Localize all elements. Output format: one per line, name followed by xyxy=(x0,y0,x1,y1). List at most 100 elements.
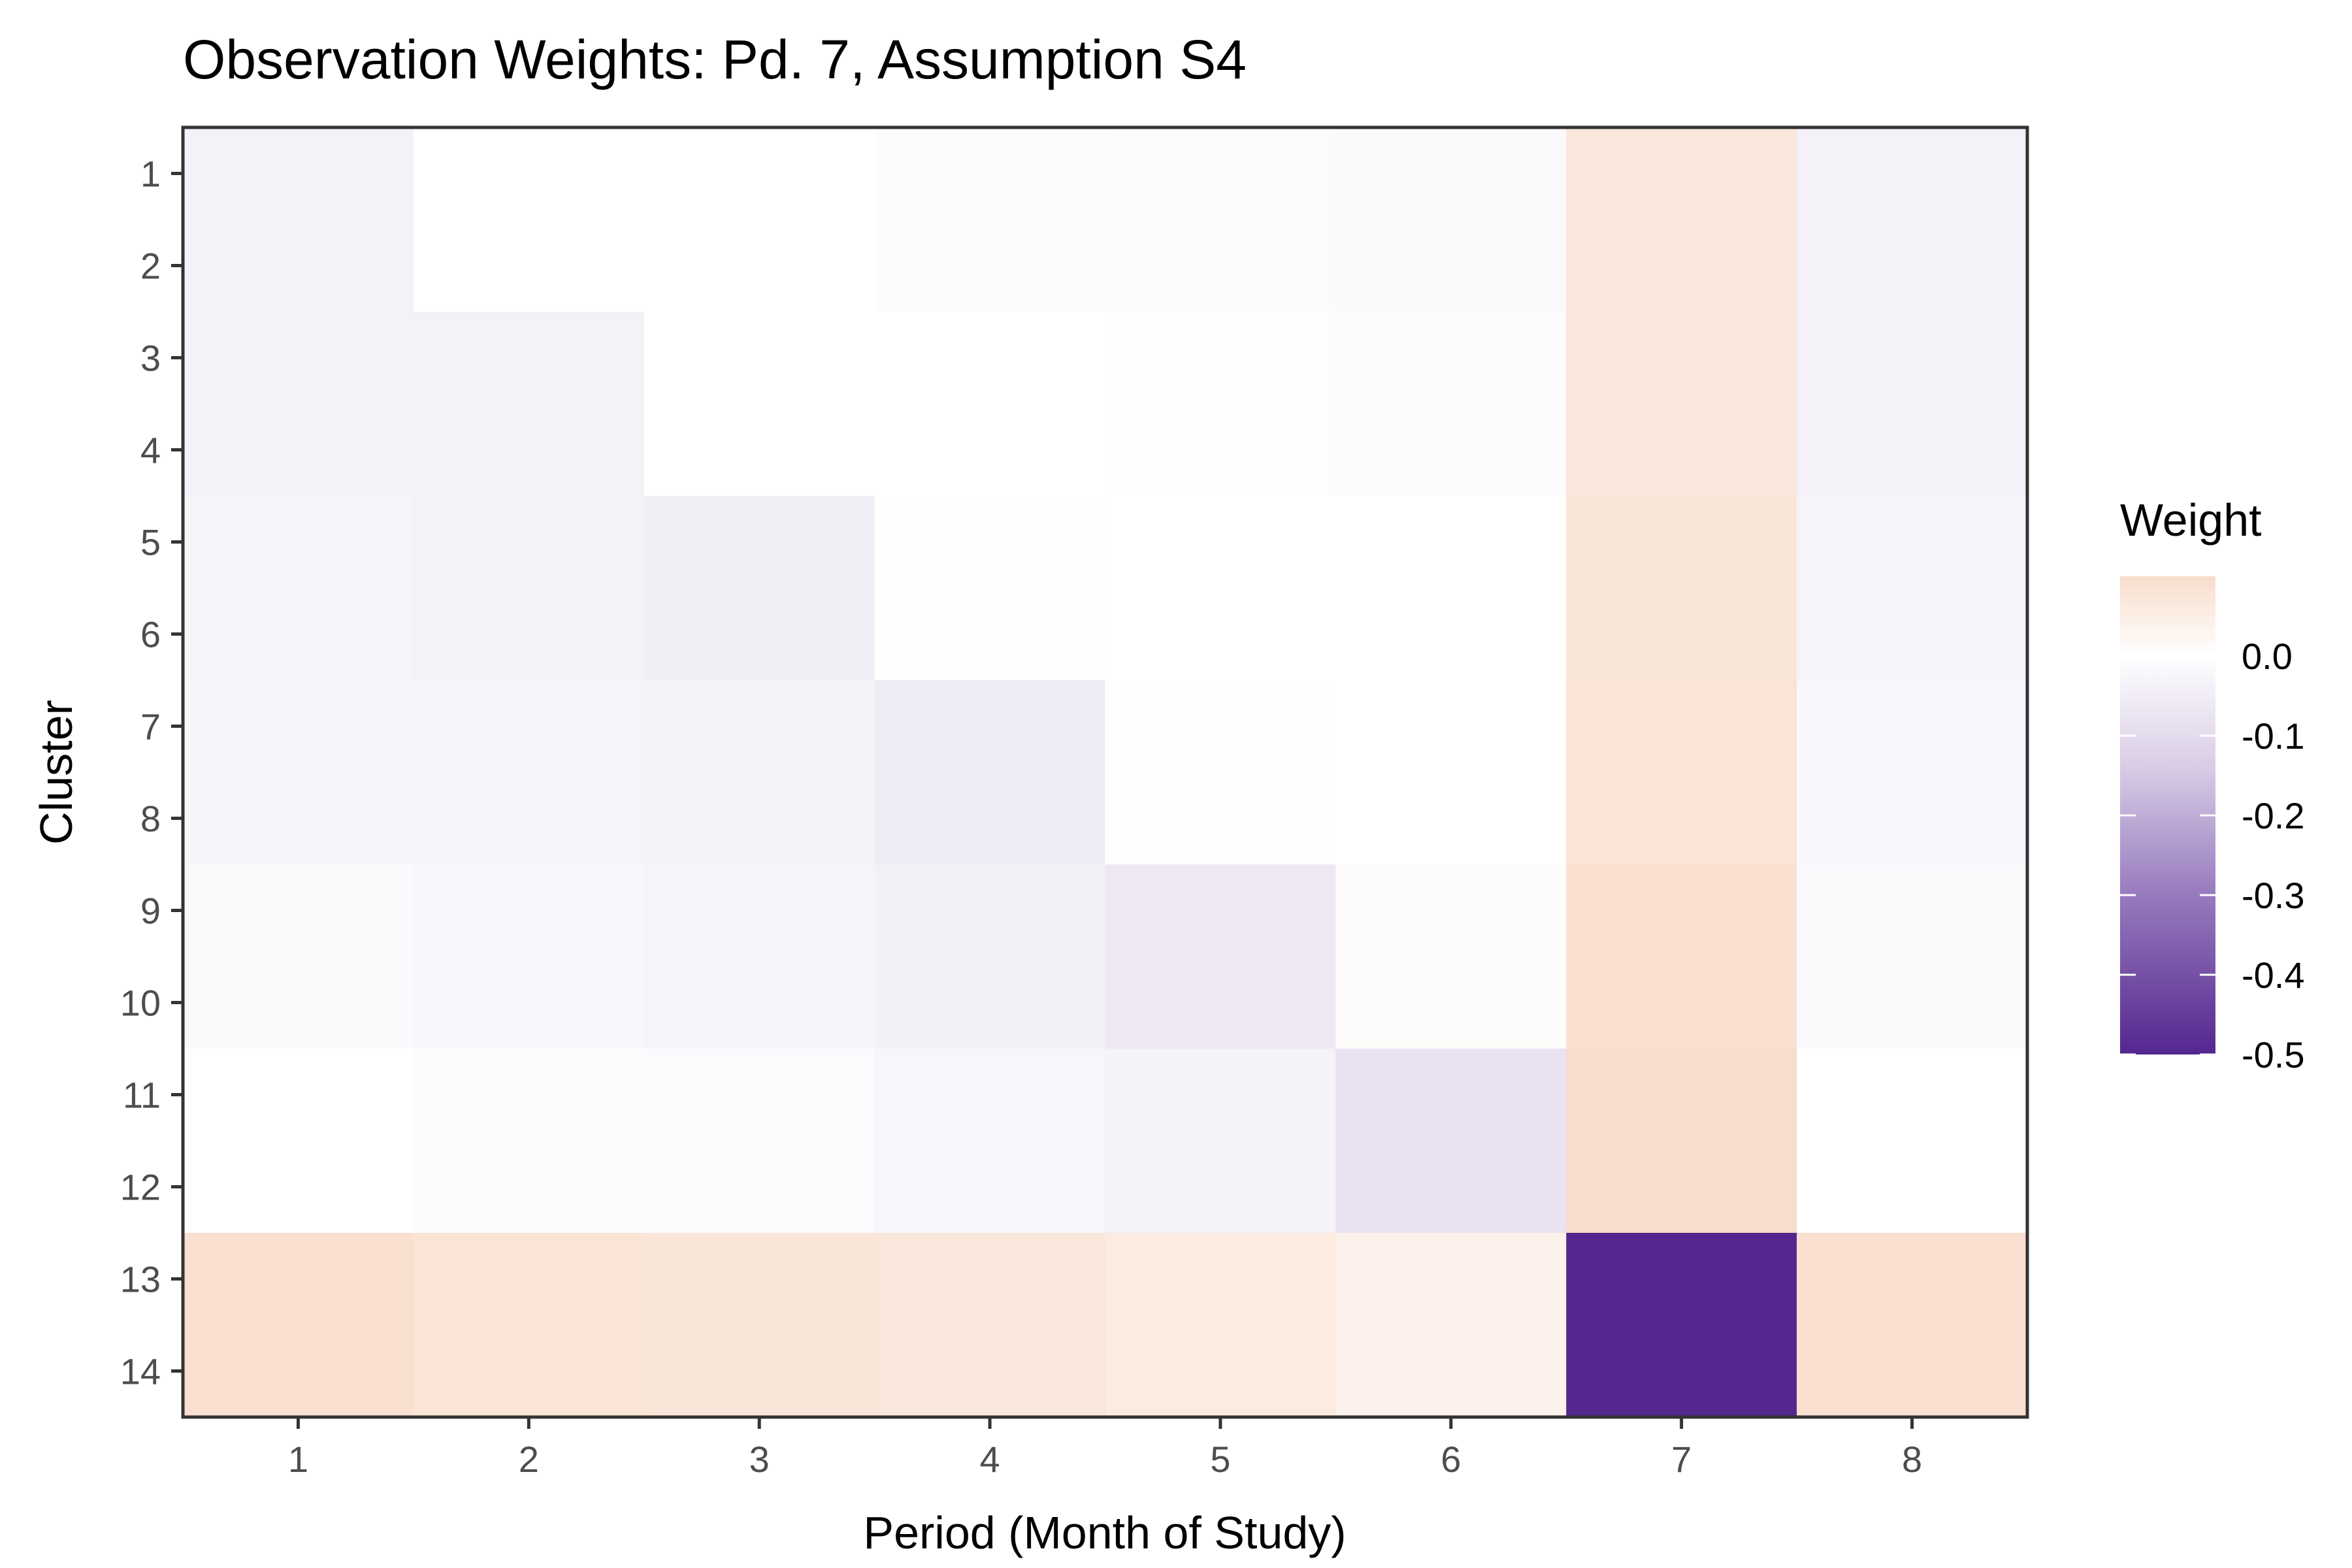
heatmap-cell xyxy=(1335,1049,1567,1141)
heatmap-cell xyxy=(1335,220,1567,312)
y-tick-label: 9 xyxy=(140,890,161,932)
x-axis: 1 2 3 4 5 6 7 8 xyxy=(288,1417,1922,1480)
heatmap-cell xyxy=(1335,1325,1567,1418)
heatmap-cell xyxy=(1797,588,2028,681)
legend-tick-label: -0.2 xyxy=(2242,795,2305,836)
y-tick-label: 8 xyxy=(140,798,161,840)
heatmap-cell xyxy=(1335,864,1567,957)
heatmap-cell xyxy=(644,496,875,589)
heatmap-cell xyxy=(413,1049,645,1141)
legend-tick-label: -0.4 xyxy=(2242,955,2305,996)
heatmap-cell xyxy=(1335,127,1567,220)
heatmap-cell xyxy=(183,404,414,497)
heatmap-cell xyxy=(413,312,645,404)
x-tick-label: 6 xyxy=(1441,1439,1461,1480)
x-tick-label: 8 xyxy=(1902,1439,1922,1480)
heatmap-cell xyxy=(644,956,875,1049)
heatmap-cell xyxy=(1105,1049,1337,1141)
heatmap-cell xyxy=(644,220,875,312)
heatmap-cell xyxy=(413,220,645,312)
plot-panel-border xyxy=(181,125,2029,1419)
heatmap-cell xyxy=(413,588,645,681)
heatmap-cell xyxy=(413,956,645,1049)
heatmap-cell xyxy=(1566,588,1797,681)
x-tick-label: 1 xyxy=(288,1439,308,1480)
heatmap-cell xyxy=(1566,1325,1797,1418)
heatmap-cell xyxy=(413,404,645,497)
y-tick-label: 6 xyxy=(140,614,161,655)
legend-colorbar xyxy=(2120,576,2215,1054)
heatmap-cell xyxy=(1105,1141,1337,1233)
heatmap-cell xyxy=(644,1141,875,1233)
y-tick-label: 10 xyxy=(120,983,161,1024)
y-tick-label: 12 xyxy=(120,1167,161,1208)
heatmap-cell xyxy=(1566,127,1797,220)
heatmap-cell xyxy=(1105,680,1337,773)
heatmap-cell xyxy=(183,772,414,865)
heatmap-cell xyxy=(183,864,414,957)
heatmap-cell xyxy=(1797,496,2028,589)
heatmap-cell xyxy=(874,1049,1106,1141)
x-tick-label: 2 xyxy=(519,1439,539,1480)
x-tick-label: 4 xyxy=(979,1439,1000,1480)
heatmap-cell xyxy=(1566,1233,1797,1326)
heatmap-cell xyxy=(1105,312,1337,404)
y-tick-label: 7 xyxy=(140,706,161,747)
heatmap-cell xyxy=(1797,680,2028,773)
heatmap-cell xyxy=(874,220,1106,312)
heatmap-cell xyxy=(1566,956,1797,1049)
heatmap-cell xyxy=(1335,772,1567,865)
heatmap-cells xyxy=(183,127,2028,1418)
heatmap-cell xyxy=(413,1233,645,1326)
heatmap-cell xyxy=(1566,772,1797,865)
legend-ticks: 0.0 -0.1 -0.2 -0.3 -0.4 -0.5 xyxy=(2120,636,2305,1075)
heatmap-cell xyxy=(1105,864,1337,957)
y-tick-label: 11 xyxy=(123,1075,161,1116)
heatmap-cell xyxy=(183,1233,414,1326)
heatmap-cell xyxy=(644,1049,875,1141)
heatmap-cell xyxy=(874,404,1106,497)
legend-tick-label: 0.0 xyxy=(2242,636,2293,677)
x-tick-label: 3 xyxy=(749,1439,770,1480)
heatmap-cell xyxy=(1335,956,1567,1049)
heatmap-cell xyxy=(1335,1233,1567,1326)
heatmap-cell xyxy=(1566,312,1797,404)
heatmap-cell xyxy=(1105,956,1337,1049)
chart-title: Observation Weights: Pd. 7, Assumption S… xyxy=(183,29,1247,90)
heatmap-cell xyxy=(874,127,1106,220)
y-tick-label: 5 xyxy=(140,522,161,563)
heatmap-cell xyxy=(644,404,875,497)
heatmap-cell xyxy=(1105,496,1337,589)
heatmap-cell xyxy=(183,1141,414,1233)
legend-title: Weight xyxy=(2120,495,2262,546)
heatmap-cell xyxy=(644,312,875,404)
heatmap-cell xyxy=(183,956,414,1049)
heatmap-cell xyxy=(413,496,645,589)
heatmap-cell xyxy=(1335,588,1567,681)
heatmap-cell xyxy=(1335,312,1567,404)
heatmap-cell xyxy=(1797,1141,2028,1233)
heatmap-cell xyxy=(1335,496,1567,589)
legend-tick-label: -0.3 xyxy=(2242,875,2305,916)
heatmap-cell xyxy=(1797,127,2028,220)
heatmap-cell xyxy=(1105,127,1337,220)
heatmap-cell xyxy=(1105,1233,1337,1326)
y-tick-label: 3 xyxy=(140,338,161,379)
heatmap-cell xyxy=(183,220,414,312)
heatmap-cell xyxy=(874,312,1106,404)
heatmap-cell xyxy=(874,864,1106,957)
heatmap-cell xyxy=(1566,404,1797,497)
y-tick-label: 2 xyxy=(140,246,161,287)
heatmap-cell xyxy=(1566,864,1797,957)
heatmap-cell xyxy=(644,864,875,957)
heatmap-cell xyxy=(644,588,875,681)
heatmap-cell xyxy=(413,127,645,220)
heatmap-cell xyxy=(1797,1325,2028,1418)
color-legend: Weight 0.0 -0.1 -0.2 -0.3 -0.4 -0.5 xyxy=(2120,495,2305,1075)
heatmap-cell xyxy=(1105,1325,1337,1418)
heatmap-cell xyxy=(874,1233,1106,1326)
legend-tick-label: -0.5 xyxy=(2242,1034,2305,1075)
heatmap-cell xyxy=(644,127,875,220)
heatmap-cell xyxy=(413,1325,645,1418)
